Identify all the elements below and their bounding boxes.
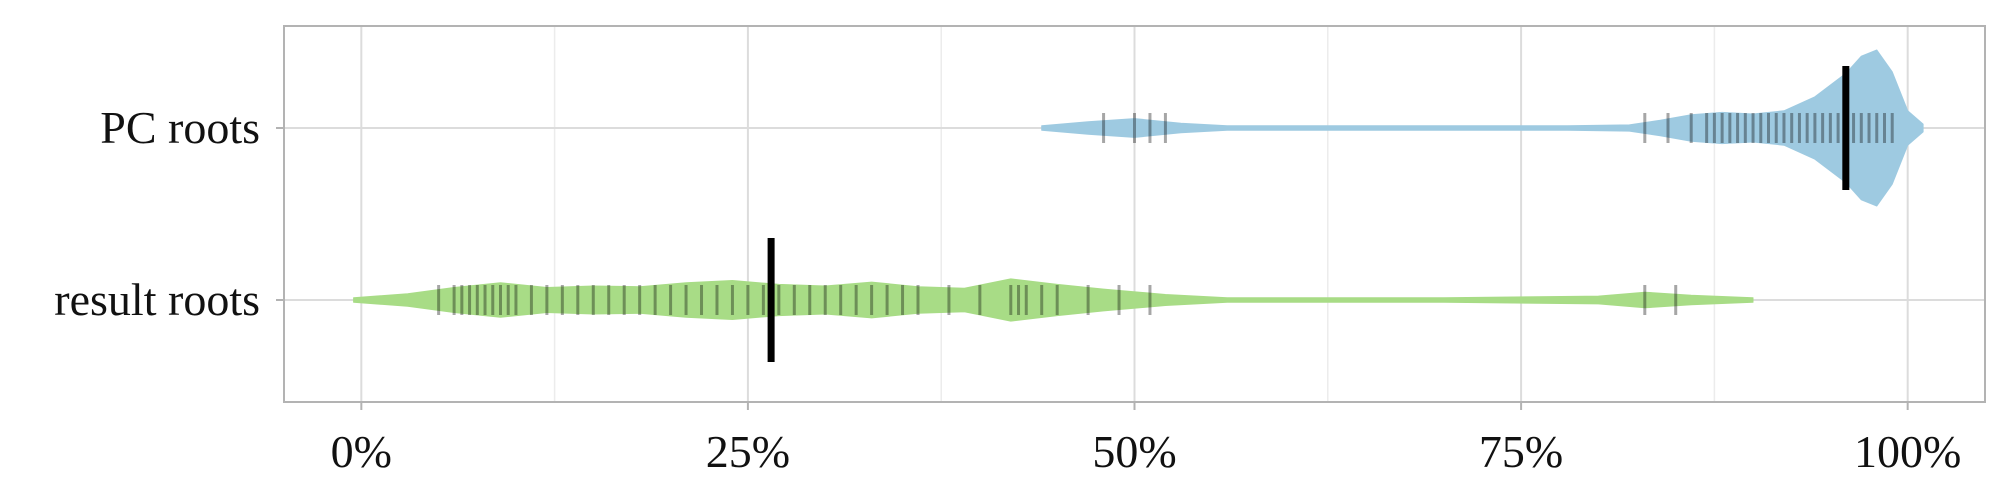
axes: 0% 25% 50% 75% 100% PC roots result roots	[54, 102, 1961, 477]
x-tick-label: 0%	[331, 426, 392, 477]
data-point-ticks	[437, 113, 1894, 315]
category-label: result roots	[54, 274, 260, 325]
median-markers	[767, 66, 1850, 362]
x-tick-label: 50%	[1092, 426, 1176, 477]
violin-result-roots	[353, 278, 1754, 322]
category-label: PC roots	[100, 102, 260, 153]
x-tick-label: 25%	[706, 426, 790, 477]
grid-lines	[284, 26, 1985, 402]
violin-pc-roots	[1041, 49, 1924, 207]
violins	[353, 49, 1924, 322]
x-tick-label: 75%	[1479, 426, 1563, 477]
x-tick-label: 100%	[1854, 426, 1961, 477]
